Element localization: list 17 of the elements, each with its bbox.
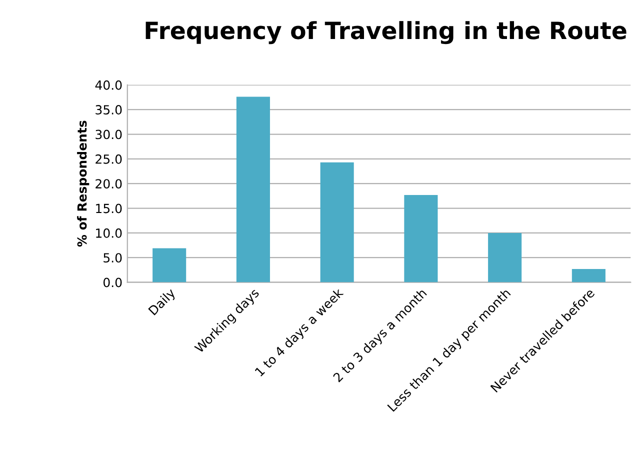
y-axis-title: % of Respondents bbox=[77, 120, 90, 247]
bar bbox=[572, 268, 606, 282]
chart-title: Frequency of Travelling in the Route bbox=[146, 21, 626, 44]
y-tick-label: 25.0 bbox=[96, 154, 122, 164]
y-tick-label: 10.0 bbox=[96, 228, 122, 238]
y-tick-label: 35.0 bbox=[96, 105, 122, 115]
y-tick-label: 15.0 bbox=[96, 204, 122, 214]
y-tick-label: 5.0 bbox=[104, 253, 122, 263]
y-tick-label: 30.0 bbox=[96, 130, 122, 140]
bar bbox=[488, 232, 522, 282]
bar bbox=[236, 96, 270, 282]
bar bbox=[152, 248, 186, 282]
bar bbox=[404, 194, 438, 282]
bar bbox=[320, 162, 354, 282]
y-tick-label: 0.0 bbox=[103, 278, 122, 288]
y-tick-label: 40.0 bbox=[95, 80, 122, 90]
y-tick-label: 20.0 bbox=[96, 179, 122, 189]
